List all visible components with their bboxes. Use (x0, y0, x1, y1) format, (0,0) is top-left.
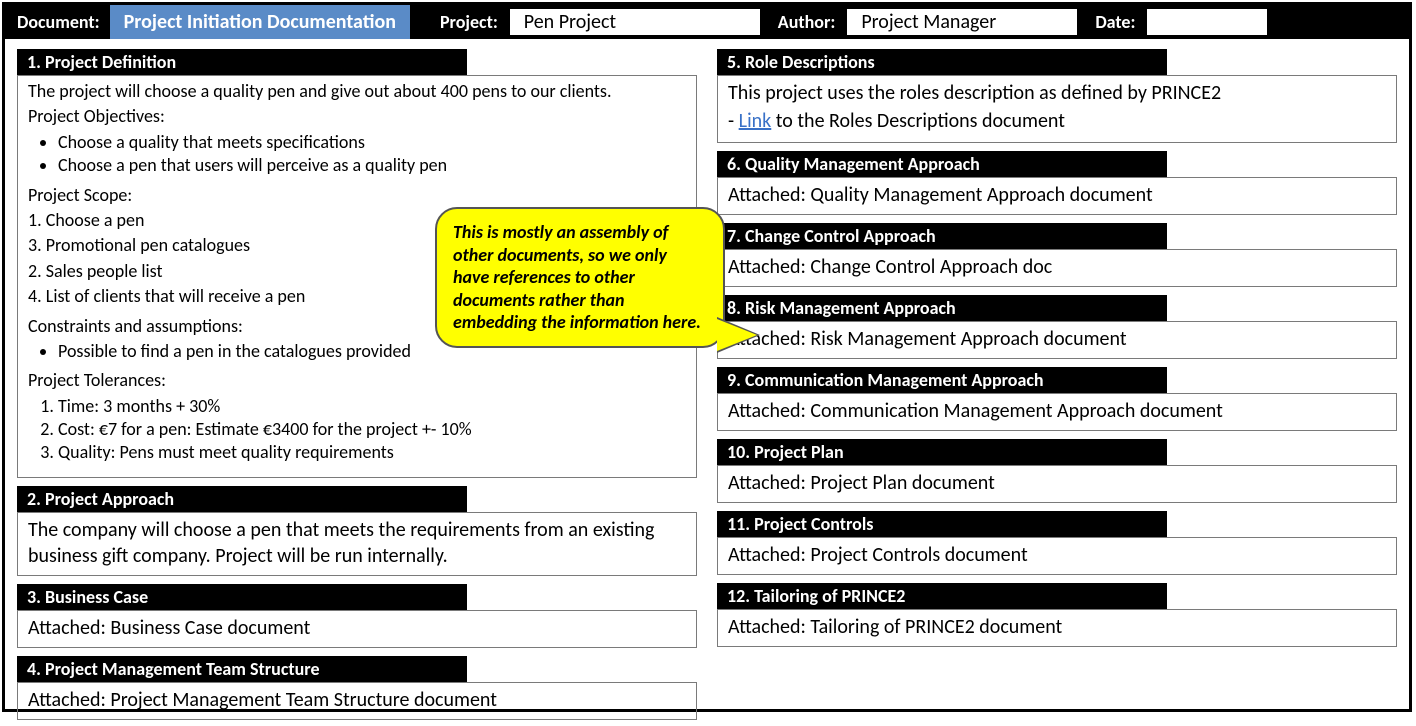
author-label: Author: (766, 11, 846, 33)
header-bar: Document: Project Initiation Documentati… (5, 5, 1409, 39)
section-9-body: Attached: Communication Management Appro… (717, 393, 1397, 431)
section-6-title: 6. Quality Management Approach (717, 151, 1167, 177)
callout-text: This is mostly an assembly of other docu… (453, 221, 701, 333)
section-12: 12. Tailoring of PRINCE2 Attached: Tailo… (717, 583, 1397, 647)
date-field[interactable] (1147, 9, 1267, 35)
document-title: Project Initiation Documentation (110, 5, 410, 39)
section-4-title: 4. Project Management Team Structure (17, 656, 467, 682)
section-12-body: Attached: Tailoring of PRINCE2 document (717, 609, 1397, 647)
section-2-title: 2. Project Approach (17, 486, 467, 512)
section-5-title: 5. Role Descriptions (717, 49, 1167, 75)
section-10-body: Attached: Project Plan document (717, 465, 1397, 503)
s1-intro: The project will choose a quality pen an… (28, 80, 686, 103)
section-3-body: Attached: Business Case document (17, 610, 697, 648)
s1-tol1: Time: 3 months + 30% (58, 395, 686, 418)
section-8-body: Attached: Risk Management Approach docum… (717, 321, 1397, 359)
section-10-title: 10. Project Plan (717, 439, 1167, 465)
s5-line1: This project uses the roles description … (728, 80, 1386, 106)
section-3: 3. Business Case Attached: Business Case… (17, 584, 697, 648)
s1-tol2: Cost: €7 for a pen: Estimate €3400 for t… (58, 418, 686, 441)
section-6-body: Attached: Quality Management Approach do… (717, 177, 1397, 215)
roles-link[interactable]: Link (739, 109, 772, 133)
section-10: 10. Project Plan Attached: Project Plan … (717, 439, 1397, 503)
s5-line2: - Link to the Roles Descriptions documen… (728, 108, 1386, 134)
section-1-title: 1. Project Definition (17, 49, 467, 75)
section-11-title: 11. Project Controls (717, 511, 1167, 537)
left-column: 1. Project Definition The project will c… (17, 49, 697, 720)
project-label: Project: (428, 11, 508, 33)
document-label: Document: (5, 11, 110, 33)
section-4: 4. Project Management Team Structure Att… (17, 656, 697, 720)
section-5-body: This project uses the roles description … (717, 75, 1397, 143)
section-4-body: Attached: Project Management Team Struct… (17, 682, 697, 720)
section-11: 11. Project Controls Attached: Project C… (717, 511, 1397, 575)
s1-tol-head: Project Tolerances: (28, 369, 686, 392)
author-field[interactable]: Project Manager (847, 9, 1077, 35)
section-7-title: 7. Change Control Approach (717, 223, 1167, 249)
section-8-title: 8. Risk Management Approach (717, 295, 1167, 321)
s1-obj1: Choose a quality that meets specificatio… (58, 131, 686, 154)
section-9: 9. Communication Management Approach Att… (717, 367, 1397, 431)
section-11-body: Attached: Project Controls document (717, 537, 1397, 575)
right-column: 5. Role Descriptions This project uses t… (717, 49, 1397, 720)
section-12-title: 12. Tailoring of PRINCE2 (717, 583, 1167, 609)
section-8: 8. Risk Management Approach Attached: Ri… (717, 295, 1397, 359)
s1-obj2: Choose a pen that users will perceive as… (58, 154, 686, 177)
section-2: 2. Project Approach The company will cho… (17, 486, 697, 576)
project-field[interactable]: Pen Project (510, 9, 760, 35)
section-6: 6. Quality Management Approach Attached:… (717, 151, 1397, 215)
s1-tol3: Quality: Pens must meet quality requirem… (58, 441, 686, 464)
callout-bubble: This is mostly an assembly of other docu… (435, 207, 725, 348)
section-2-body: The company will choose a pen that meets… (17, 512, 697, 576)
document-body: 1. Project Definition The project will c… (5, 39, 1409, 726)
section-3-title: 3. Business Case (17, 584, 467, 610)
document-page: Document: Project Initiation Documentati… (2, 2, 1412, 712)
section-5: 5. Role Descriptions This project uses t… (717, 49, 1397, 143)
date-label: Date: (1083, 11, 1145, 33)
s1-scope-head: Project Scope: (28, 184, 686, 207)
section-7: 7. Change Control Approach Attached: Cha… (717, 223, 1397, 287)
section-7-body: Attached: Change Control Approach doc (717, 249, 1397, 287)
s1-obj-head: Project Objectives: (28, 105, 686, 128)
section-9-title: 9. Communication Management Approach (717, 367, 1167, 393)
